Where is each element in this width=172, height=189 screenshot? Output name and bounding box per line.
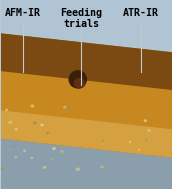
Ellipse shape (31, 105, 34, 107)
Ellipse shape (1, 168, 3, 169)
Ellipse shape (15, 129, 17, 130)
Ellipse shape (33, 122, 36, 124)
Ellipse shape (31, 157, 33, 159)
Ellipse shape (122, 119, 124, 121)
Polygon shape (1, 34, 172, 157)
Ellipse shape (67, 108, 70, 110)
Ellipse shape (6, 109, 7, 110)
Ellipse shape (130, 142, 131, 143)
Ellipse shape (76, 168, 79, 170)
Ellipse shape (144, 120, 146, 121)
Text: Feeding
trials: Feeding trials (60, 8, 102, 29)
Ellipse shape (41, 124, 43, 126)
Ellipse shape (148, 129, 150, 131)
Ellipse shape (146, 140, 147, 141)
Polygon shape (1, 34, 172, 94)
Ellipse shape (47, 132, 49, 134)
Polygon shape (1, 0, 172, 123)
Polygon shape (1, 72, 172, 129)
Ellipse shape (139, 149, 140, 150)
Text: ATR-IR: ATR-IR (123, 8, 159, 18)
Ellipse shape (61, 151, 63, 152)
Ellipse shape (24, 150, 25, 151)
Text: AFM-IR: AFM-IR (5, 8, 41, 18)
Ellipse shape (69, 71, 86, 88)
Ellipse shape (9, 121, 12, 123)
Ellipse shape (51, 159, 52, 160)
Ellipse shape (43, 167, 46, 168)
Ellipse shape (13, 146, 14, 147)
Polygon shape (1, 110, 172, 157)
Ellipse shape (74, 78, 85, 88)
Ellipse shape (53, 148, 55, 149)
Ellipse shape (101, 166, 103, 168)
Ellipse shape (64, 106, 66, 108)
Polygon shape (1, 136, 172, 189)
